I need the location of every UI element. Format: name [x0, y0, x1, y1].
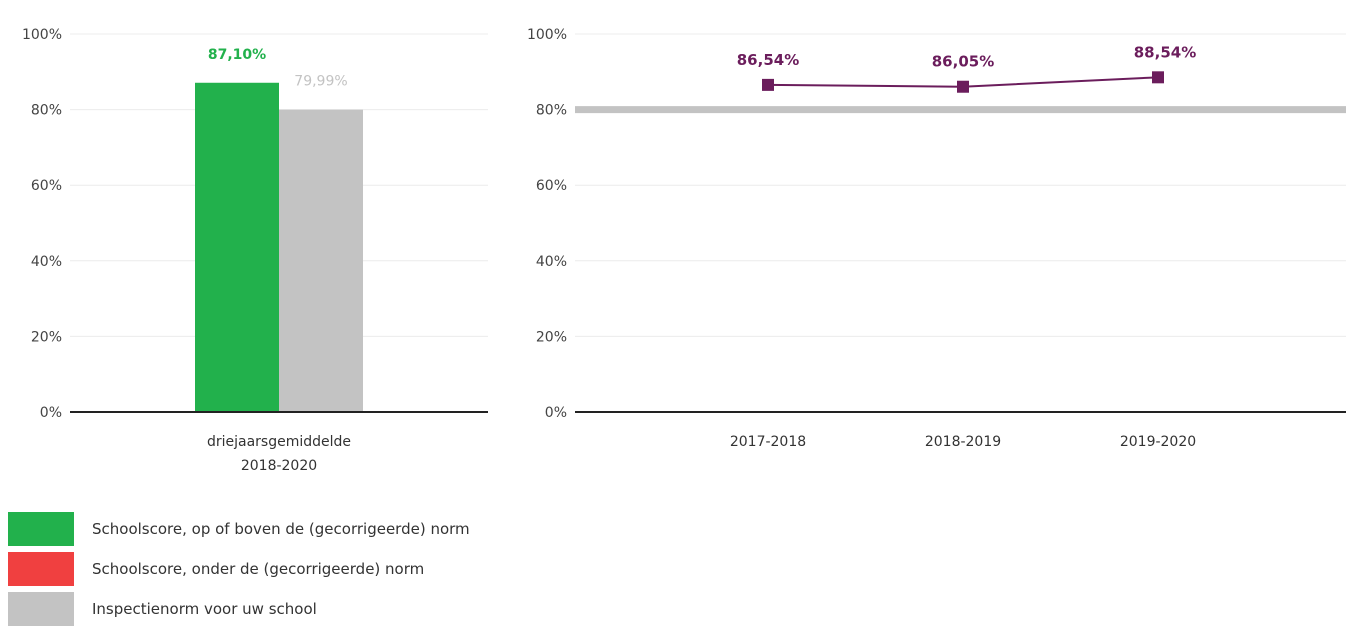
data-label: 79,99% [294, 74, 347, 90]
data-label: 88,54% [1134, 43, 1196, 61]
legend-label: Inspectienorm voor uw school [92, 600, 317, 618]
y-tick-label: 100% [22, 27, 62, 43]
legend-item: Inspectienorm voor uw school [8, 592, 470, 626]
y-tick-label: 60% [31, 178, 62, 194]
x-tick-label: 2018-2019 [925, 434, 1001, 450]
legend-label: Schoolscore, onder de (gecorrigeerde) no… [92, 560, 425, 578]
legend-label: Schoolscore, op of boven de (gecorrigeer… [92, 520, 470, 538]
y-tick-label: 80% [31, 103, 62, 119]
y-tick-label: 20% [31, 329, 62, 345]
legend: Schoolscore, op of boven de (gecorrigeer… [8, 512, 470, 632]
legend-item: Schoolscore, op of boven de (gecorrigeer… [8, 512, 470, 546]
x-tick-label: driejaarsgemiddelde [207, 434, 351, 450]
legend-swatch-grey [8, 592, 74, 626]
x-tick-label: 2017-2018 [730, 434, 806, 450]
data-label: 87,10% [208, 47, 266, 63]
y-tick-label: 40% [31, 254, 62, 270]
data-label: 86,54% [737, 51, 799, 69]
y-tick-label: 60% [536, 178, 567, 194]
y-tick-label: 40% [536, 254, 567, 270]
line-chart: 0% 20% 40% 60% 80% 100% 2017-2018 2018-2019 2019… [527, 27, 1346, 450]
y-tick-label: 20% [536, 329, 567, 345]
legend-swatch-green [8, 512, 74, 546]
bar [279, 109, 363, 412]
bar-chart: 0% 20% 40% 60% 80% 100% 87,10% 79,99% driejaarsg… [22, 27, 488, 474]
legend-item: Schoolscore, onder de (gecorrigeerde) no… [8, 552, 470, 586]
y-tick-label: 100% [527, 27, 567, 43]
data-label: 86,05% [932, 53, 994, 71]
y-tick-label: 0% [40, 405, 62, 421]
data-point-marker [1152, 71, 1164, 84]
data-point-marker [762, 78, 774, 91]
y-tick-label: 0% [545, 405, 567, 421]
legend-swatch-red [8, 552, 74, 586]
x-tick-label: 2018-2020 [241, 458, 317, 474]
y-tick-label: 80% [536, 103, 567, 119]
bar [195, 82, 279, 413]
data-point-marker [957, 80, 969, 93]
x-tick-label: 2019-2020 [1120, 434, 1196, 450]
